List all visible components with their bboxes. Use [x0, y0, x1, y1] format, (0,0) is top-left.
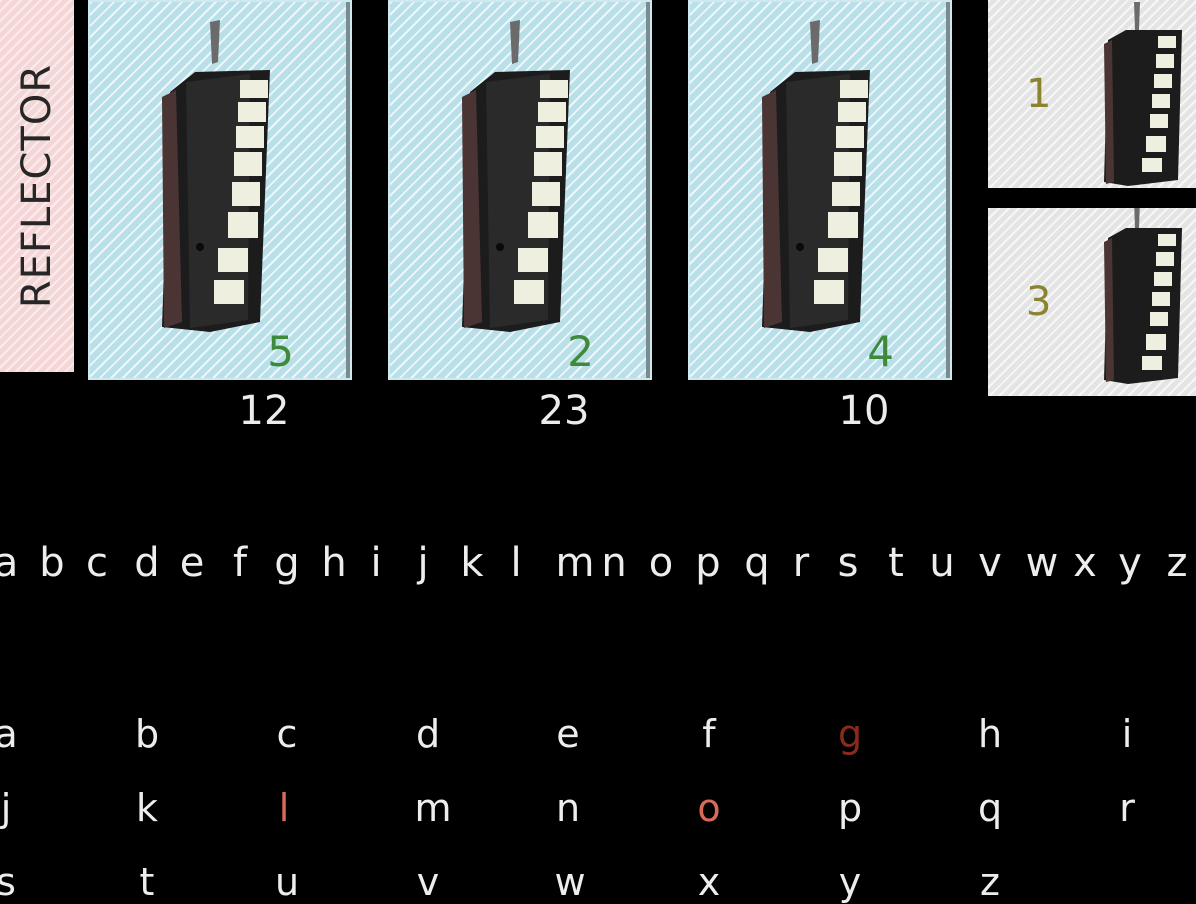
alphabet-key[interactable]: l: [510, 540, 522, 586]
alphabet-key[interactable]: o: [648, 540, 674, 586]
spare-rotor-1[interactable]: 1: [988, 0, 1196, 188]
alphabet-key[interactable]: k: [460, 540, 484, 586]
rotor-wheel-icon: [1104, 2, 1182, 186]
alphabet-key[interactable]: q: [744, 540, 770, 586]
rotor-position-2[interactable]: 23: [538, 388, 590, 434]
spare-rotor-number: 3: [1026, 279, 1052, 325]
alphabet-key[interactable]: v: [978, 540, 1002, 586]
rotor-slot-1[interactable]: 5: [88, 0, 352, 380]
rotor-slot-2[interactable]: 2: [388, 0, 652, 380]
lamp-letter: e: [556, 712, 580, 756]
reflector-label: REFLECTOR: [14, 63, 60, 309]
alphabet-key[interactable]: n: [601, 540, 627, 586]
alphabet-key[interactable]: w: [1025, 540, 1059, 586]
lamp-letter: n: [555, 786, 581, 830]
alphabet-key[interactable]: f: [232, 540, 248, 586]
rotor-number: 4: [867, 327, 894, 376]
rotor-wheel-icon: [162, 20, 270, 332]
lamp-letter: z: [980, 860, 1000, 904]
spare-rotor-2[interactable]: 3: [988, 208, 1196, 396]
spare-rotor-number: 1: [1026, 71, 1052, 117]
input-alphabet-row: a b c d e f g h i j k l m n o p q r s t …: [0, 540, 1196, 590]
alphabet-key[interactable]: p: [695, 540, 721, 586]
alphabet-key[interactable]: m: [555, 540, 595, 586]
rotor-number: 5: [267, 327, 294, 376]
lamp-letter: m: [414, 786, 452, 830]
lamp-letter: y: [838, 860, 862, 904]
lamp-letter: b: [134, 712, 160, 756]
lamp-letter: w: [554, 860, 586, 904]
alphabet-key[interactable]: z: [1166, 540, 1188, 586]
lamp-letter: a: [0, 712, 18, 756]
alphabet-key[interactable]: r: [792, 540, 810, 586]
alphabet-key[interactable]: j: [417, 540, 429, 586]
alphabet-key[interactable]: c: [86, 540, 108, 586]
rotor-number: 2: [567, 327, 594, 376]
lamp-letter-lit: l: [278, 786, 290, 830]
lamp-letter: k: [135, 786, 159, 830]
lamp-letter: d: [415, 712, 441, 756]
alphabet-key[interactable]: i: [370, 540, 382, 586]
lamp-letter-lit: g: [837, 712, 863, 756]
lamp-letter: t: [139, 860, 155, 904]
alphabet-key[interactable]: t: [888, 540, 904, 586]
rotor-wheel-icon: [762, 20, 870, 332]
alphabet-key[interactable]: u: [929, 540, 955, 586]
lamp-letter: h: [977, 712, 1003, 756]
lamp-letter: c: [276, 712, 298, 756]
alphabet-key[interactable]: e: [179, 540, 205, 586]
lamp-letter: r: [1119, 786, 1135, 830]
lamp-letter: f: [702, 712, 716, 756]
rotor-wheel-icon: [1104, 208, 1182, 384]
alphabet-key[interactable]: h: [321, 540, 347, 586]
rotor-position-3[interactable]: 10: [838, 388, 890, 434]
lamp-letter: s: [0, 860, 16, 904]
lamp-letter: x: [697, 860, 721, 904]
rotor-position-1[interactable]: 12: [238, 388, 290, 434]
alphabet-key[interactable]: x: [1073, 540, 1097, 586]
reflector[interactable]: REFLECTOR: [0, 0, 74, 372]
alphabet-key[interactable]: y: [1118, 540, 1142, 586]
alphabet-key[interactable]: s: [837, 540, 859, 586]
rotor-wheel-icon: [462, 20, 570, 332]
lamp-letter: v: [416, 860, 440, 904]
alphabet-key[interactable]: a: [0, 540, 19, 586]
lamp-letter: q: [977, 786, 1003, 830]
lamp-letter: p: [837, 786, 863, 830]
lamp-letter-lit: o: [697, 786, 721, 830]
alphabet-key[interactable]: g: [274, 540, 300, 586]
rotor-slot-3[interactable]: 4: [688, 0, 952, 380]
lamp-letter: j: [0, 786, 12, 830]
alphabet-key[interactable]: b: [39, 540, 65, 586]
lamp-letter: u: [274, 860, 300, 904]
alphabet-key[interactable]: d: [134, 540, 160, 586]
lamp-letter: i: [1121, 712, 1133, 756]
